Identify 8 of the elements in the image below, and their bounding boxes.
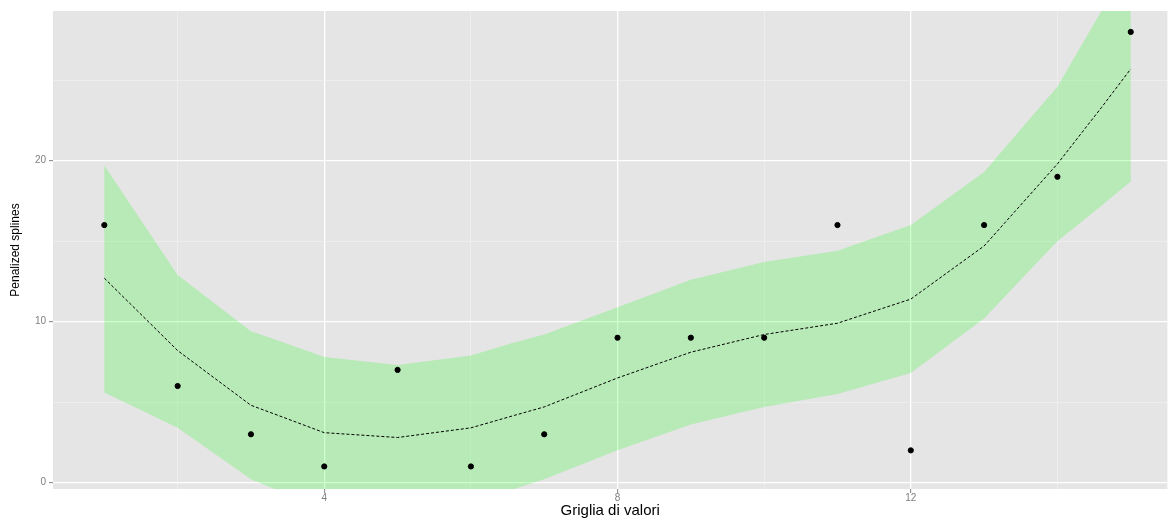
x-tick-label: 4: [321, 491, 328, 503]
y-tick-label: 20: [34, 154, 47, 166]
y-tick-label: 0: [40, 476, 47, 488]
x-axis-title: Griglia di valori: [560, 500, 660, 518]
y-tick-label: 10: [34, 315, 47, 327]
y-axis-title: Penalized splines: [8, 203, 23, 297]
x-tick-label: 12: [905, 491, 917, 503]
x-tick-label: 8: [614, 491, 621, 503]
